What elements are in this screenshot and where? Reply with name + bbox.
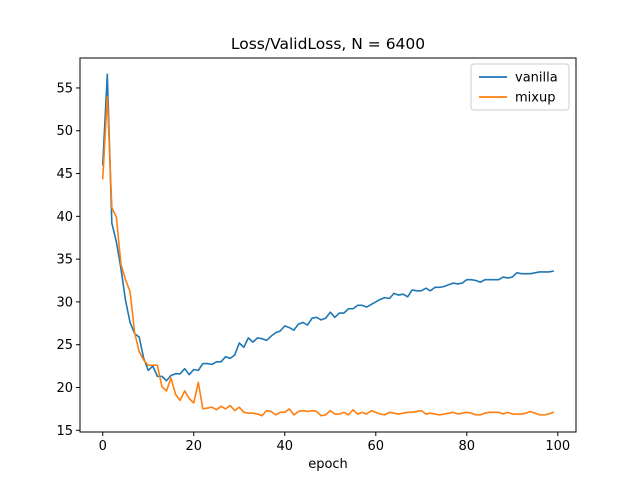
x-tick-label: 40 <box>276 439 293 454</box>
y-axis: 15 20 25 30 35 40 45 50 55 <box>56 81 80 439</box>
legend-label-vanilla: vanilla <box>515 71 558 86</box>
x-axis: 0 20 40 60 80 100 <box>99 432 570 454</box>
legend-box <box>470 63 570 111</box>
plot-area-frame <box>79 57 577 433</box>
y-tick-label: 45 <box>56 167 73 182</box>
y-tick-label: 15 <box>56 424 73 439</box>
chart-title: Loss/ValidLoss, N = 6400 <box>231 35 425 53</box>
y-tick-label: 30 <box>56 295 73 310</box>
y-tick-label: 25 <box>56 338 73 353</box>
legend-label-mixup: mixup <box>515 91 555 106</box>
series-layer <box>101 73 555 417</box>
y-tick-label: 40 <box>56 210 73 225</box>
x-tick-label: 60 <box>368 439 385 454</box>
series-line-mixup <box>101 95 555 417</box>
legend: vanilla mixup <box>470 63 570 111</box>
y-tick-label: 20 <box>56 381 73 396</box>
x-tick-label: 0 <box>99 439 107 454</box>
x-tick-label: 20 <box>185 439 202 454</box>
x-axis-label: epoch <box>308 457 348 472</box>
y-tick-label: 35 <box>56 253 73 268</box>
x-tick-label: 80 <box>459 439 476 454</box>
series-line-vanilla <box>101 73 555 382</box>
y-tick-label: 50 <box>56 124 73 139</box>
y-tick-label: 55 <box>56 81 73 96</box>
x-tick-label: 100 <box>545 439 570 454</box>
